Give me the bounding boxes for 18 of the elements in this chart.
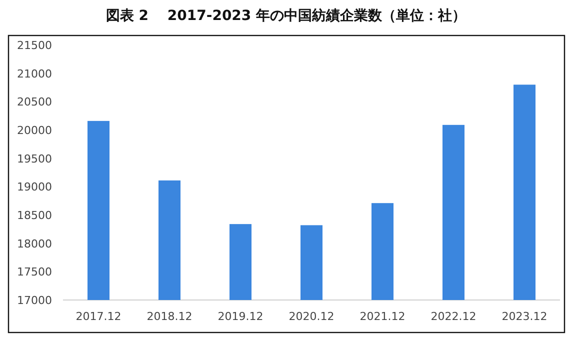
y-tick-label: 17500 — [17, 266, 52, 279]
x-tick-label: 2019.12 — [218, 310, 264, 323]
x-tick-label: 2023.12 — [502, 310, 548, 323]
x-tick-label: 2018.12 — [146, 310, 192, 323]
y-tick-label: 18500 — [17, 209, 52, 222]
y-tick-label: 17000 — [17, 294, 52, 307]
y-tick-label: 19500 — [17, 152, 52, 166]
y-tick-label: 20500 — [17, 96, 52, 109]
y-tick-label: 18000 — [17, 237, 52, 250]
y-tick-label: 21000 — [17, 67, 52, 80]
y-tick-label: 21500 — [17, 39, 52, 52]
x-tick-label: 2020.12 — [288, 310, 334, 323]
y-tick-label: 20000 — [17, 124, 52, 137]
x-tick-label: 2017.12 — [76, 310, 122, 323]
y-tick-label: 19000 — [17, 180, 52, 194]
x-tick-label: 2021.12 — [360, 310, 406, 323]
x-tick-label: 2022.12 — [430, 310, 476, 323]
chart-title: 図表 2 2017-2023 年の中国紡績企業数（単位：社） — [106, 8, 466, 24]
